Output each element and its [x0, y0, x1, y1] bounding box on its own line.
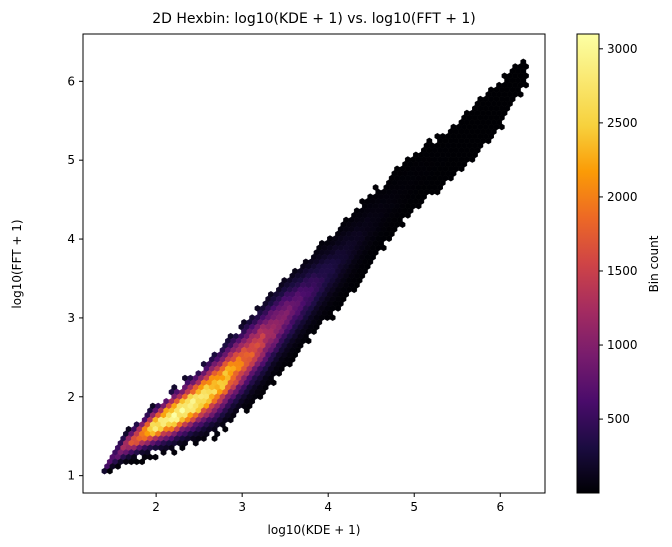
y-tick-label: 4 [67, 232, 75, 246]
hexbin-cell [447, 174, 454, 182]
hexbin-cell [386, 235, 392, 242]
x-tick-label: 4 [324, 500, 332, 514]
plot-frame [82, 33, 546, 494]
hexbin-cell [211, 435, 218, 442]
hexbin-cell [147, 453, 153, 461]
y-tick-label: 6 [67, 74, 75, 88]
hexbin-cell [351, 286, 358, 294]
hexbin-cell [106, 467, 113, 475]
x-tick-label: 3 [238, 500, 246, 514]
hexbin-cell [276, 370, 282, 377]
x-tick-label: 2 [152, 500, 160, 514]
y-tick-label: 5 [67, 153, 75, 167]
hexbin-cell [227, 416, 234, 424]
colorbar-tick-label: 1500 [607, 264, 638, 278]
colorbar-tick-label: 500 [607, 412, 630, 426]
hexbin-cell [498, 123, 505, 131]
plot-area: 2 3 4 5 6 1 2 3 4 5 6 [67, 33, 546, 514]
colorbar-tick-label: 1000 [607, 338, 638, 352]
hexbin-cell [399, 221, 406, 228]
hexbin-cell [305, 337, 312, 345]
hexbin-cell [270, 379, 277, 387]
colorbar: 500 1000 1500 2000 2500 3000 Bin count [576, 33, 661, 494]
colorbar-tick-label: 2500 [607, 116, 638, 130]
y-tick-label: 1 [67, 469, 75, 483]
hexbin-cell [335, 305, 341, 312]
hexbin-cell [101, 467, 108, 475]
x-axis-label: log10(KDE + 1) [268, 523, 361, 537]
y-tick-label: 2 [67, 390, 75, 404]
y-axis-label: log10(FFT + 1) [10, 219, 24, 308]
hexbin-cell [523, 81, 529, 89]
hexbin-cell [152, 444, 159, 452]
hexbin-cell [133, 458, 140, 466]
hexbin-cell [469, 156, 476, 163]
colorbar-ticks: 500 1000 1500 2000 2500 3000 [599, 42, 638, 426]
hexbin-cell [415, 202, 422, 210]
x-axis-ticks: 2 3 4 5 6 [152, 493, 504, 514]
x-tick-label: 5 [410, 500, 418, 514]
colorbar-gradient [576, 33, 600, 494]
colorbar-label: Bin count [647, 235, 661, 292]
y-tick-label: 3 [67, 311, 75, 325]
hexbin-cell [222, 425, 229, 433]
chart-title: 2D Hexbin: log10(KDE + 1) vs. log10(FFT … [152, 11, 476, 27]
hexbin-cell [311, 328, 317, 335]
hexbin-cell [179, 444, 186, 452]
hexbin-cell [115, 463, 121, 470]
y-axis-ticks: 1 2 3 4 5 6 [67, 74, 83, 483]
hexbin-cell [192, 439, 199, 447]
colorbar-tick-label: 2000 [607, 190, 638, 204]
hexbin-cell [286, 360, 293, 368]
hexbin-cell [152, 453, 159, 461]
hexbin-cell [243, 407, 250, 414]
colorbar-tick-label: 3000 [607, 42, 638, 56]
hexbin-cell [160, 449, 167, 456]
hexbin-cell [257, 393, 264, 401]
hexbin-cell [200, 435, 207, 442]
hexbin-cell [324, 314, 331, 321]
hexbin-cell [380, 244, 387, 252]
hexbin-cells [101, 58, 529, 475]
hexbin-cell [458, 165, 465, 173]
hexbin-cell [139, 458, 145, 466]
hexbin-cell [404, 212, 411, 219]
hexbin-cell [123, 458, 129, 466]
x-tick-label: 6 [496, 500, 504, 514]
hexbin-cell [485, 137, 492, 145]
hexbin-cell [171, 449, 178, 456]
hexbin-cell [429, 188, 435, 196]
hexbin-cell [329, 314, 336, 321]
hexbin-cell [434, 188, 441, 196]
hexbin-cell [517, 91, 524, 98]
hexbin-cell [128, 458, 135, 466]
